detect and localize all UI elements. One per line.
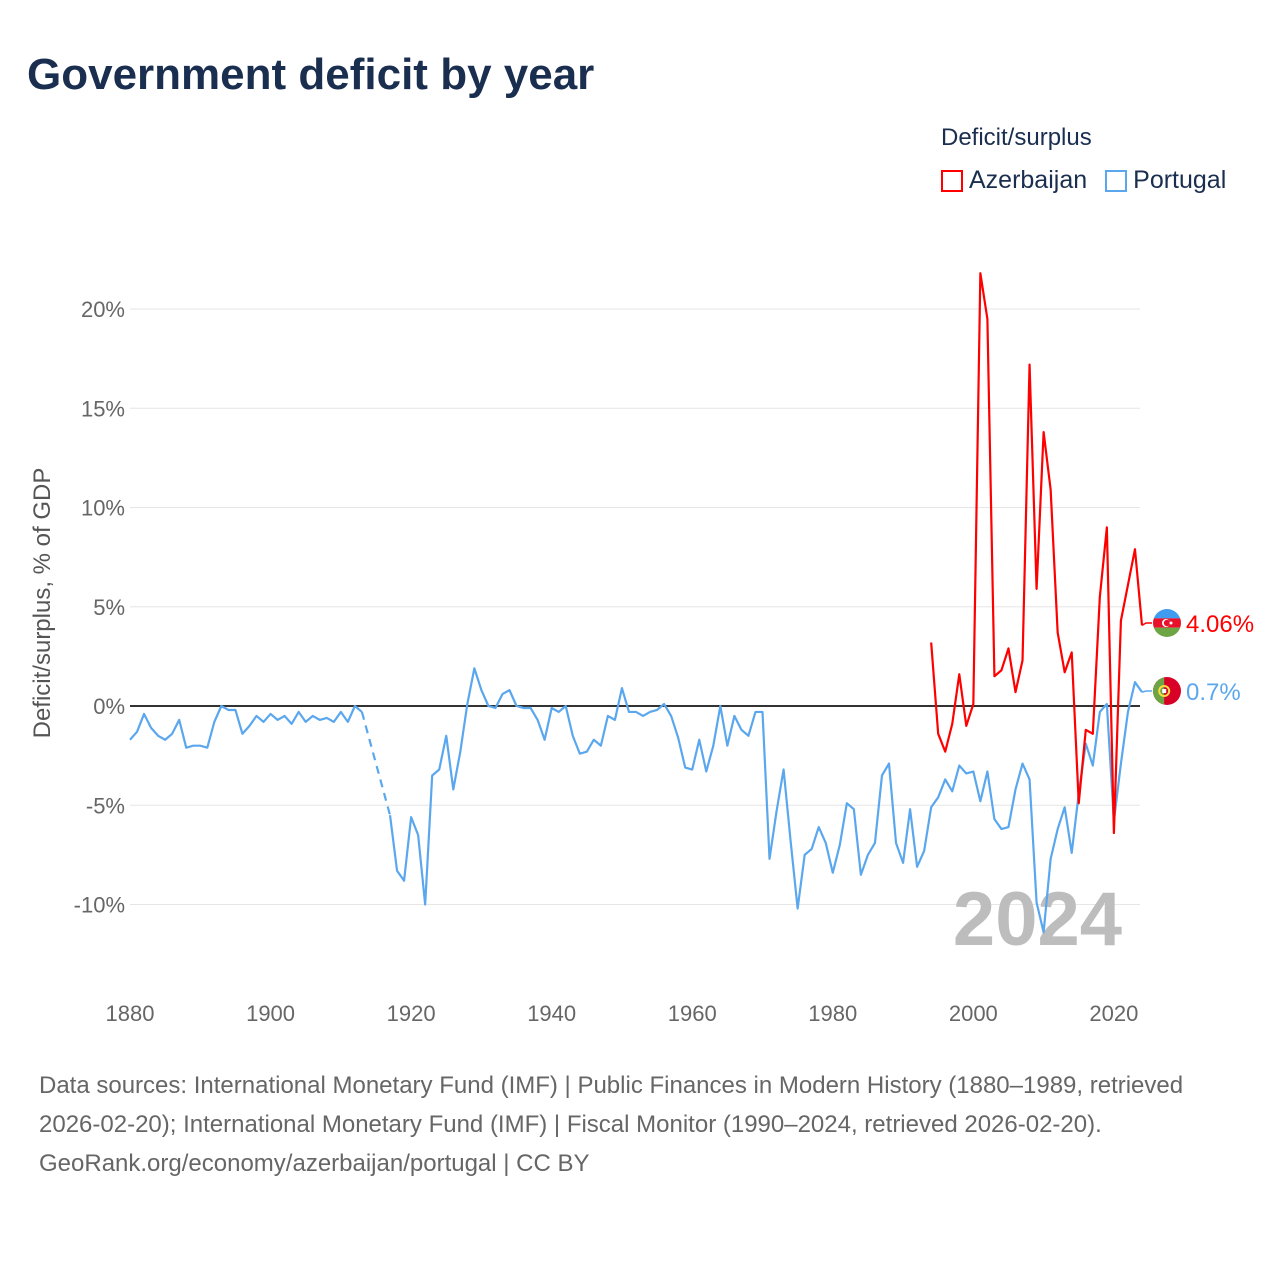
y-tick-label: 15% (81, 396, 125, 421)
x-tick-label: 1880 (106, 1001, 155, 1026)
legend: Azerbaijan Portugal (941, 166, 1226, 195)
chart-title: Government deficit by year (27, 50, 595, 99)
legend-swatch-azerbaijan (941, 169, 963, 192)
y-tick-label: 5% (93, 595, 125, 620)
legend-swatch-portugal (1105, 169, 1128, 192)
y-tick-label: 10% (81, 496, 125, 521)
x-tick-label: 1960 (668, 1001, 717, 1026)
credit-link[interactable]: GeoRank.org/economy/azerbaijan/portugal … (39, 1150, 590, 1177)
x-tick-label: 1920 (387, 1001, 436, 1026)
series-line-portugal (129, 704, 363, 749)
flag-stripe (1153, 609, 1181, 619)
end-label-connector (1141, 622, 1152, 627)
legend-label-portugal: Portugal (1133, 166, 1227, 194)
y-tick-label: -5% (86, 793, 125, 818)
flag-stripe (1153, 627, 1181, 637)
flag-shield (1162, 689, 1167, 693)
flag-sphere (1158, 685, 1171, 697)
x-tick-label: 2000 (949, 1001, 998, 1026)
y-axis-label: Deficit/surplus, % of GDP (29, 468, 56, 739)
x-tick-label: 1900 (246, 1001, 295, 1026)
legend-title: Deficit/surplus (941, 124, 1092, 151)
flag-star (1169, 621, 1173, 625)
flag-crescent-cut (1163, 619, 1171, 627)
y-tick-label: 20% (81, 297, 125, 322)
legend-item-portugal[interactable]: Portugal (1105, 166, 1226, 195)
series-gap-portugal (360, 711, 392, 816)
watermark-year: 2024 (953, 877, 1122, 962)
end-label-azerbaijan: 4.06% (1186, 611, 1254, 638)
flag-azerbaijan-icon (1153, 609, 1181, 637)
end-label-connector (1141, 690, 1152, 693)
end-label-portugal: 0.7% (1186, 679, 1241, 706)
y-tick-label: -10% (74, 893, 125, 918)
x-tick-label: 1980 (808, 1001, 857, 1026)
data-sources: Data sources: International Monetary Fun… (39, 1072, 1184, 1138)
legend-label-azerbaijan: Azerbaijan (969, 166, 1088, 194)
series-line-portugal (388, 667, 1143, 934)
footer: Data sources: International Monetary Fun… (39, 1066, 1239, 1183)
legend-item-azerbaijan[interactable]: Azerbaijan (941, 166, 1087, 195)
y-tick-label: 0% (93, 694, 125, 719)
flag-portugal-icon (1153, 677, 1181, 705)
series-line-azerbaijan (930, 272, 1144, 835)
x-tick-label: 2020 (1089, 1001, 1138, 1026)
x-tick-label: 1940 (527, 1001, 576, 1026)
